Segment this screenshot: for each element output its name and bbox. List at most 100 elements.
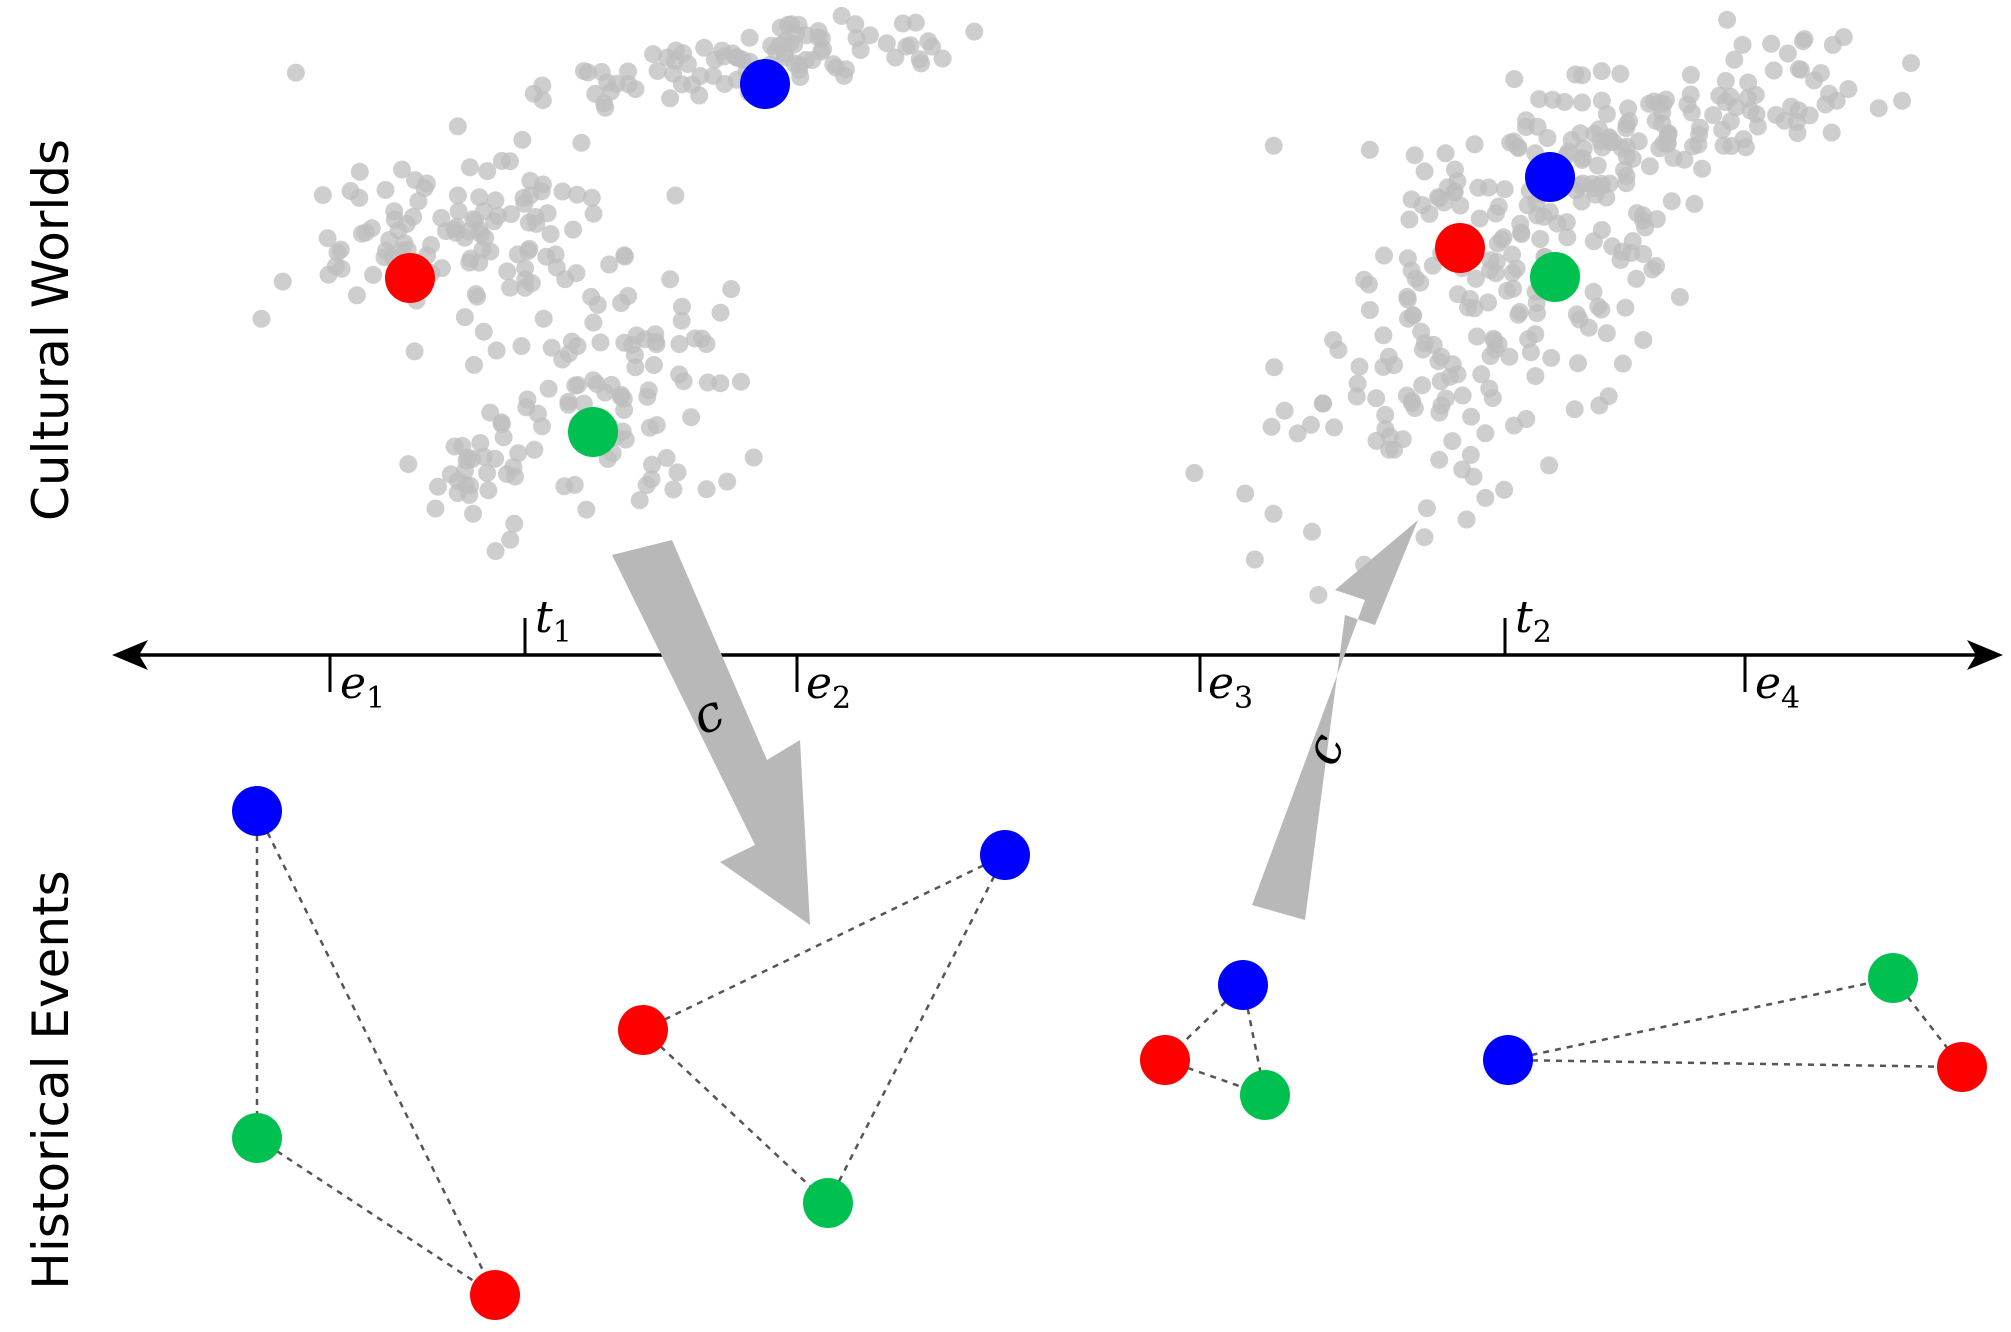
cloud-point	[1494, 228, 1513, 247]
cloud-point	[498, 262, 517, 281]
cloud-point	[1682, 103, 1701, 122]
cloud-point	[1329, 341, 1348, 359]
cloud-point	[1704, 106, 1723, 125]
cloud-point	[1685, 194, 1704, 213]
cloud-point	[1429, 352, 1448, 371]
cloud-point	[1314, 394, 1333, 413]
cloud-point	[1540, 456, 1559, 475]
event-marker-e3: e3	[1198, 655, 1253, 716]
cloud-point	[1443, 432, 1462, 451]
cloud-point	[534, 309, 553, 328]
cloud-point	[846, 15, 865, 34]
cloud-point	[1584, 282, 1603, 301]
cloud-point	[1902, 54, 1920, 73]
cloud-point	[1505, 416, 1523, 435]
cloud-point	[1375, 246, 1393, 265]
cloud-point	[584, 204, 603, 223]
cloud-point	[566, 376, 585, 395]
cloud-point	[1893, 91, 1912, 110]
cloud-point	[1402, 394, 1421, 412]
cloud-point	[471, 434, 490, 452]
cloud-point	[1412, 322, 1431, 341]
cloud-point	[542, 338, 561, 357]
cloud-point	[448, 186, 467, 205]
cloud-point	[1616, 298, 1635, 317]
edge	[1507, 976, 1894, 1062]
cloud-point	[1436, 144, 1455, 163]
event-marker-label: e4	[1755, 658, 1800, 716]
cloud-point	[538, 204, 557, 223]
cloud-point	[460, 253, 479, 272]
cloud-point	[502, 205, 520, 224]
cloud-point	[591, 333, 610, 352]
cloud-point	[533, 417, 551, 436]
cloud-point	[1430, 450, 1449, 469]
cloud-point	[441, 465, 460, 484]
cloud-point	[1603, 237, 1622, 256]
cloud-point	[1512, 225, 1531, 243]
cloud-point	[350, 188, 369, 207]
cloud-point	[648, 61, 667, 80]
cloud-point	[494, 428, 513, 447]
event-graph-e1	[232, 786, 520, 1320]
cloud-point	[1584, 232, 1603, 251]
cloud-point	[505, 514, 524, 533]
cloud-point	[1716, 72, 1735, 90]
event-green-dot	[803, 1178, 853, 1228]
cloud-point	[479, 481, 498, 500]
cloud-point	[1542, 348, 1561, 367]
cloud-point	[406, 171, 424, 190]
cloud-point	[1762, 34, 1781, 53]
cloud-point	[1789, 60, 1808, 79]
cloud-point	[664, 480, 683, 499]
cloud-point	[350, 162, 369, 181]
cloud-point	[460, 485, 479, 504]
cloud-point	[466, 285, 485, 304]
cloud-point	[1822, 123, 1841, 142]
cloud-point	[682, 408, 701, 427]
cloud-point	[912, 54, 931, 73]
cloud-point	[1348, 374, 1367, 393]
cloud-point	[525, 440, 544, 459]
cloud-point	[465, 355, 483, 374]
cloud-point	[1479, 293, 1497, 312]
cloud-point	[286, 63, 305, 82]
cloud-point	[527, 214, 546, 233]
cloud-point	[1472, 365, 1491, 384]
cloud-point	[1448, 285, 1467, 304]
cloud-point	[637, 476, 656, 495]
cloud-point	[1481, 347, 1500, 366]
cloud-point	[1627, 269, 1646, 288]
cloud-point	[273, 272, 292, 291]
cloud-point	[1325, 418, 1344, 437]
cloud-point	[456, 461, 474, 480]
cloud-point	[1555, 92, 1574, 111]
cloud-point	[1465, 299, 1484, 318]
cultural-worlds-label: Cultural Worlds	[22, 139, 80, 521]
cloud-point	[1559, 142, 1578, 161]
cultural-world-cloud-t1	[252, 6, 984, 561]
cloud-point	[474, 322, 493, 341]
cloud-point	[486, 449, 505, 468]
time-marker-label: t2	[1515, 592, 1552, 650]
cloud-point	[704, 66, 723, 85]
cloud-point	[356, 223, 375, 242]
cloud-point	[1681, 65, 1700, 84]
cloud-point	[1360, 301, 1379, 319]
arrow-shape	[612, 540, 810, 925]
cloud-point	[1611, 64, 1630, 83]
cloud-point	[1617, 147, 1636, 166]
cloud-point	[691, 67, 710, 85]
cloud-point	[1245, 550, 1264, 569]
event-blue-dot	[1483, 1035, 1533, 1085]
cloud-point	[673, 297, 691, 316]
cloud-point	[1404, 306, 1423, 325]
cloud-point	[1805, 71, 1824, 90]
cloud-point	[672, 311, 691, 330]
cloud-point	[1288, 424, 1307, 443]
cloud-point	[492, 413, 511, 432]
event-green-dot	[1868, 953, 1918, 1003]
cloud-point	[1734, 130, 1753, 149]
cloud-point	[1647, 210, 1666, 229]
cloud-point	[405, 342, 424, 361]
